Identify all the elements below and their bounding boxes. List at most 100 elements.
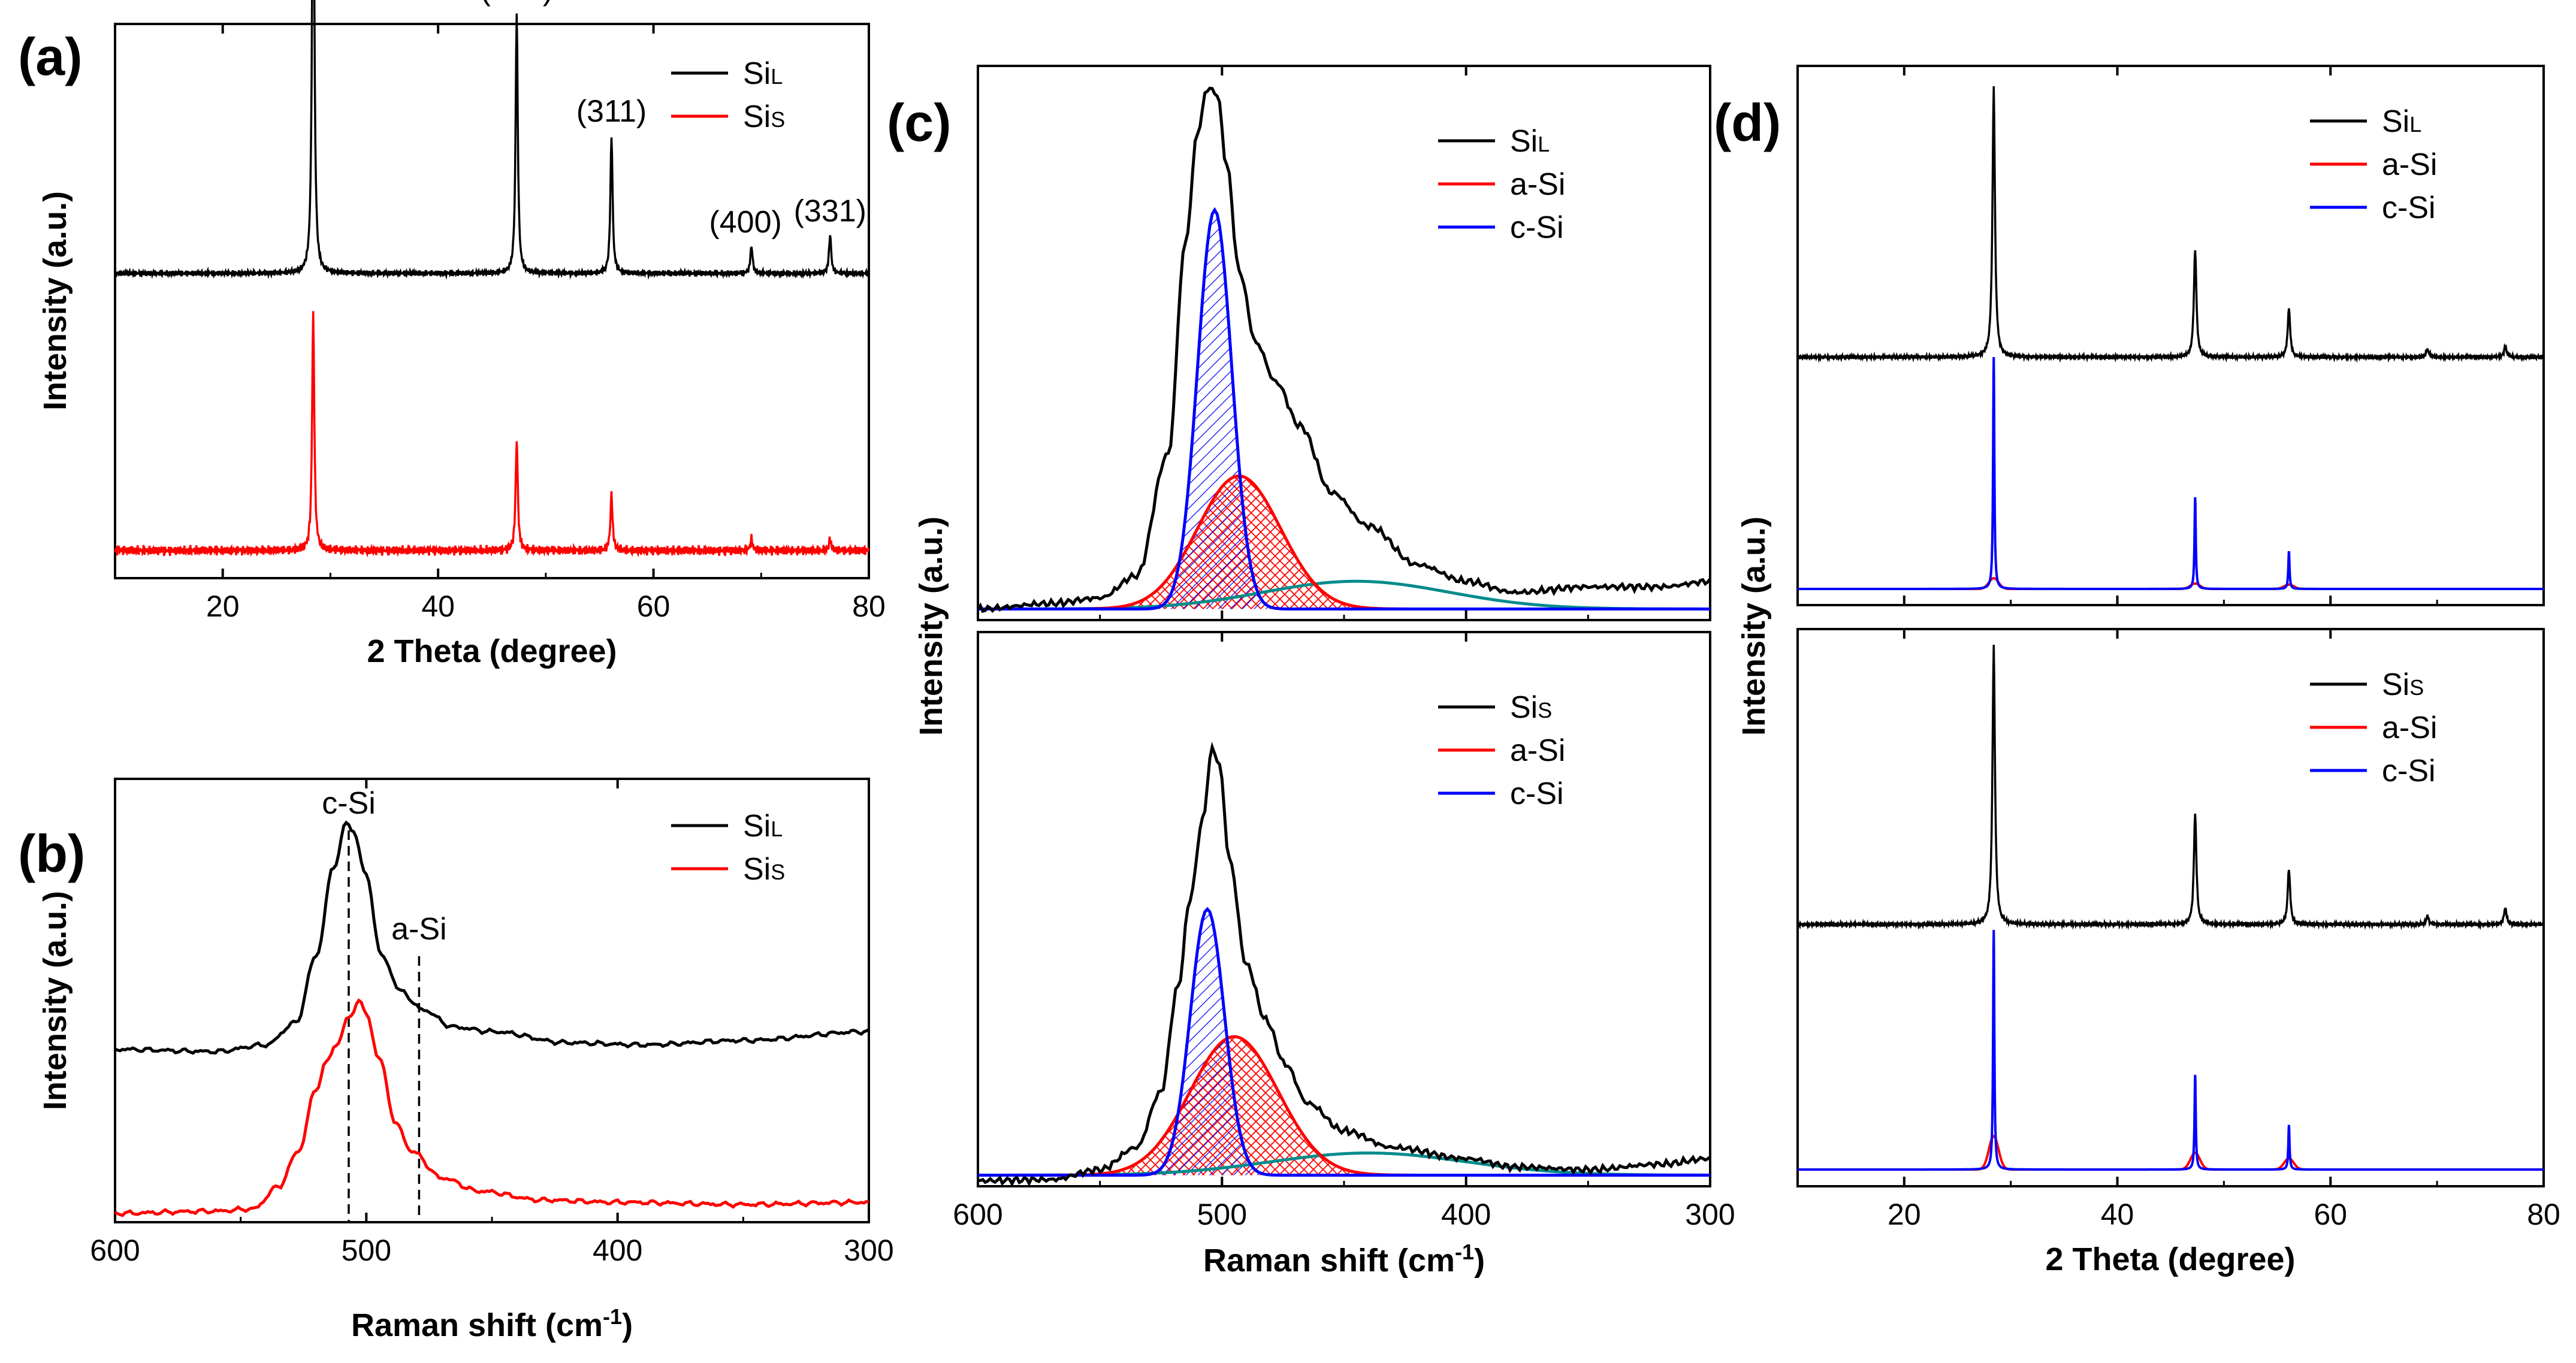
chart-c: 600 500 400 300 Raman shift (cm-1) Intensit…	[913, 65, 1735, 1279]
panel-label-c: (c)	[887, 93, 952, 152]
chart-d-top-legend-label-2: c-Si	[2382, 191, 2436, 225]
chart-c-xlabel-main: Raman shift (cm	[1203, 1243, 1455, 1279]
chart-d-ticks: 20 40 60 80	[1888, 66, 2560, 1231]
chart-a-series	[114, 0, 870, 558]
chart-b-xtick-label-2: 400	[593, 1234, 642, 1267]
chart-b-legend-label-0: SiL	[743, 809, 783, 844]
chart-c-top-legend-label-0: SiL	[1510, 124, 1550, 159]
chart-a-peak-labels: (111)(220)(311)(400)(331)	[481, 0, 866, 240]
chart-b-xlabel-superscript: -1	[603, 1304, 622, 1329]
chart-c-top-legend-label-1: a-Si	[1510, 167, 1565, 202]
chart-c-xlabel-superscript: -1	[1455, 1240, 1474, 1264]
chart-c-top-total	[976, 86, 1711, 613]
chart-c-bottom-fill-c-Si	[978, 909, 1710, 1175]
chart-d-top-measured	[1796, 86, 2545, 363]
chart-d-top-c-si	[1798, 356, 2544, 590]
chart-b-ticks: 600 500 400 300	[90, 779, 894, 1267]
chart-d-bottom-c-si	[1798, 930, 2544, 1171]
chart-c-top-frame	[977, 65, 1711, 621]
chart-c-bottom-legend-label-1: a-Si	[1510, 733, 1565, 768]
chart-d-top-series	[1796, 86, 2545, 590]
chart-d-bottom-legend-label-0: SiS	[2382, 667, 2424, 702]
chart-c-bottom-xtick-label-2: 400	[1441, 1198, 1491, 1231]
chart-a-peak-label-4: (331)	[794, 194, 866, 229]
chart-d-bottom-series	[1796, 645, 2545, 1171]
chart-d-top-legend-label-1: a-Si	[2382, 147, 2437, 182]
chart-a-xlabel: 2 Theta (degree)	[367, 633, 617, 669]
chart-c-top-component-c-Si	[978, 207, 1710, 611]
chart-d-bottom-legend: SiS a-Si c-Si	[2310, 667, 2437, 788]
chart-b: 600 500 400 300 c-Si a-Si Raman shift (cm-1)…	[37, 778, 894, 1343]
chart-c-ticks: 600 500 400 300	[953, 66, 1735, 1231]
chart-d-bottom-xtick-label-0: 20	[1888, 1198, 1921, 1231]
chart-d-bottom-legend-label-2: c-Si	[2382, 754, 2436, 788]
chart-c-xlabel: Raman shift (cm-1)	[1203, 1240, 1485, 1279]
chart-c-top-fill-c-Si	[978, 210, 1710, 609]
chart-c-bottom-legend: SiS a-Si c-Si	[1438, 690, 1565, 811]
chart-b-ylabel: Intensity (a.u.)	[37, 891, 73, 1110]
chart-d-top-legend-label-0: SiL	[2382, 104, 2421, 139]
chart-b-xtick-label-0: 600	[90, 1234, 140, 1267]
chart-a-ticks: 20 40 60 80	[206, 24, 886, 623]
chart-c-top-legend: SiL a-Si c-Si	[1438, 124, 1565, 245]
chart-b-annotations: c-Si a-Si	[322, 786, 447, 1222]
chart-a-series-SiS	[114, 311, 870, 558]
chart-c-bottom-legend-label-2: c-Si	[1510, 776, 1564, 811]
chart-c-top-fill-a-Si	[978, 476, 1710, 609]
chart-d: 20 40 60 80 2 Theta (degree) Intensity (a.u…	[1736, 65, 2560, 1277]
chart-b-annotation-label-1: a-Si	[391, 912, 446, 947]
chart-a-peak-label-3: (400)	[709, 205, 781, 240]
chart-d-top-legend: SiL a-Si c-Si	[2310, 104, 2437, 225]
panel-label-b: (b)	[18, 824, 85, 883]
chart-a-xtick-label-2: 60	[637, 590, 671, 623]
chart-c-bottom-xtick-label-0: 600	[953, 1198, 1002, 1231]
chart-a-legend: SiL SiS	[671, 56, 785, 134]
chart-a-legend-label-0: SiL	[743, 56, 783, 91]
chart-c-bottom-xtick-label-3: 300	[1685, 1198, 1735, 1231]
chart-a-xtick-label-1: 40	[421, 590, 455, 623]
panel-label-a: (a)	[18, 27, 83, 86]
chart-d-top-frame	[1796, 65, 2545, 606]
chart-d-bottom-frame	[1796, 628, 2545, 1187]
chart-c-ylabel: Intensity (a.u.)	[913, 516, 949, 736]
chart-b-annotation-label-0: c-Si	[322, 786, 376, 821]
chart-d-top-a-si	[1798, 576, 2544, 590]
chart-c-bottom-series	[978, 741, 1711, 1187]
chart-a-ylabel: Intensity (a.u.)	[37, 191, 73, 410]
chart-c-bottom-xtick-label-1: 500	[1197, 1198, 1247, 1231]
chart-d-bottom-xtick-label-1: 40	[2101, 1198, 2134, 1231]
chart-a-series-SiL	[114, 0, 870, 280]
chart-b-series-SiS	[114, 998, 869, 1217]
chart-d-xlabel: 2 Theta (degree)	[2045, 1241, 2295, 1277]
chart-b-xlabel-end: )	[622, 1307, 633, 1343]
chart-c-xlabel-end: )	[1474, 1243, 1485, 1279]
chart-d-bottom-xtick-label-3: 80	[2527, 1198, 2560, 1231]
chart-d-bottom-xtick-label-2: 60	[2314, 1198, 2347, 1231]
chart-c-bottom-component-c-Si	[978, 906, 1710, 1177]
chart-c-top-component-a-Si	[978, 474, 1710, 611]
chart-c-bottom-frame	[977, 631, 1711, 1187]
chart-b-legend-label-1: SiS	[743, 852, 785, 887]
chart-a-peak-label-1: (220)	[481, 0, 553, 7]
chart-b-series-SiL	[114, 820, 870, 1055]
chart-d-ylabel: Intensity (a.u.)	[1736, 516, 1772, 736]
chart-b-xlabel-main: Raman shift (cm	[351, 1307, 603, 1343]
chart-c-top-series	[976, 86, 1711, 613]
chart-d-bottom-legend-label-1: a-Si	[2382, 711, 2437, 745]
chart-a-peak-label-2: (311)	[576, 94, 647, 129]
chart-c-bottom-legend-label-0: SiS	[1510, 690, 1552, 725]
chart-b-legend: SiL SiS	[671, 809, 785, 887]
panel-label-d: (d)	[1714, 93, 1781, 152]
chart-b-frame	[114, 778, 870, 1223]
chart-b-series	[114, 820, 870, 1217]
chart-b-xlabel: Raman shift (cm-1)	[351, 1304, 633, 1343]
chart-c-top-legend-label-2: c-Si	[1510, 210, 1564, 245]
chart-a-frame	[114, 23, 870, 579]
chart-b-xtick-label-3: 300	[844, 1234, 893, 1267]
chart-b-xtick-label-1: 500	[342, 1234, 391, 1267]
chart-d-bottom-measured	[1796, 645, 2545, 930]
chart-a-xtick-label-0: 20	[206, 590, 240, 623]
chart-c-bottom-total	[978, 741, 1711, 1187]
